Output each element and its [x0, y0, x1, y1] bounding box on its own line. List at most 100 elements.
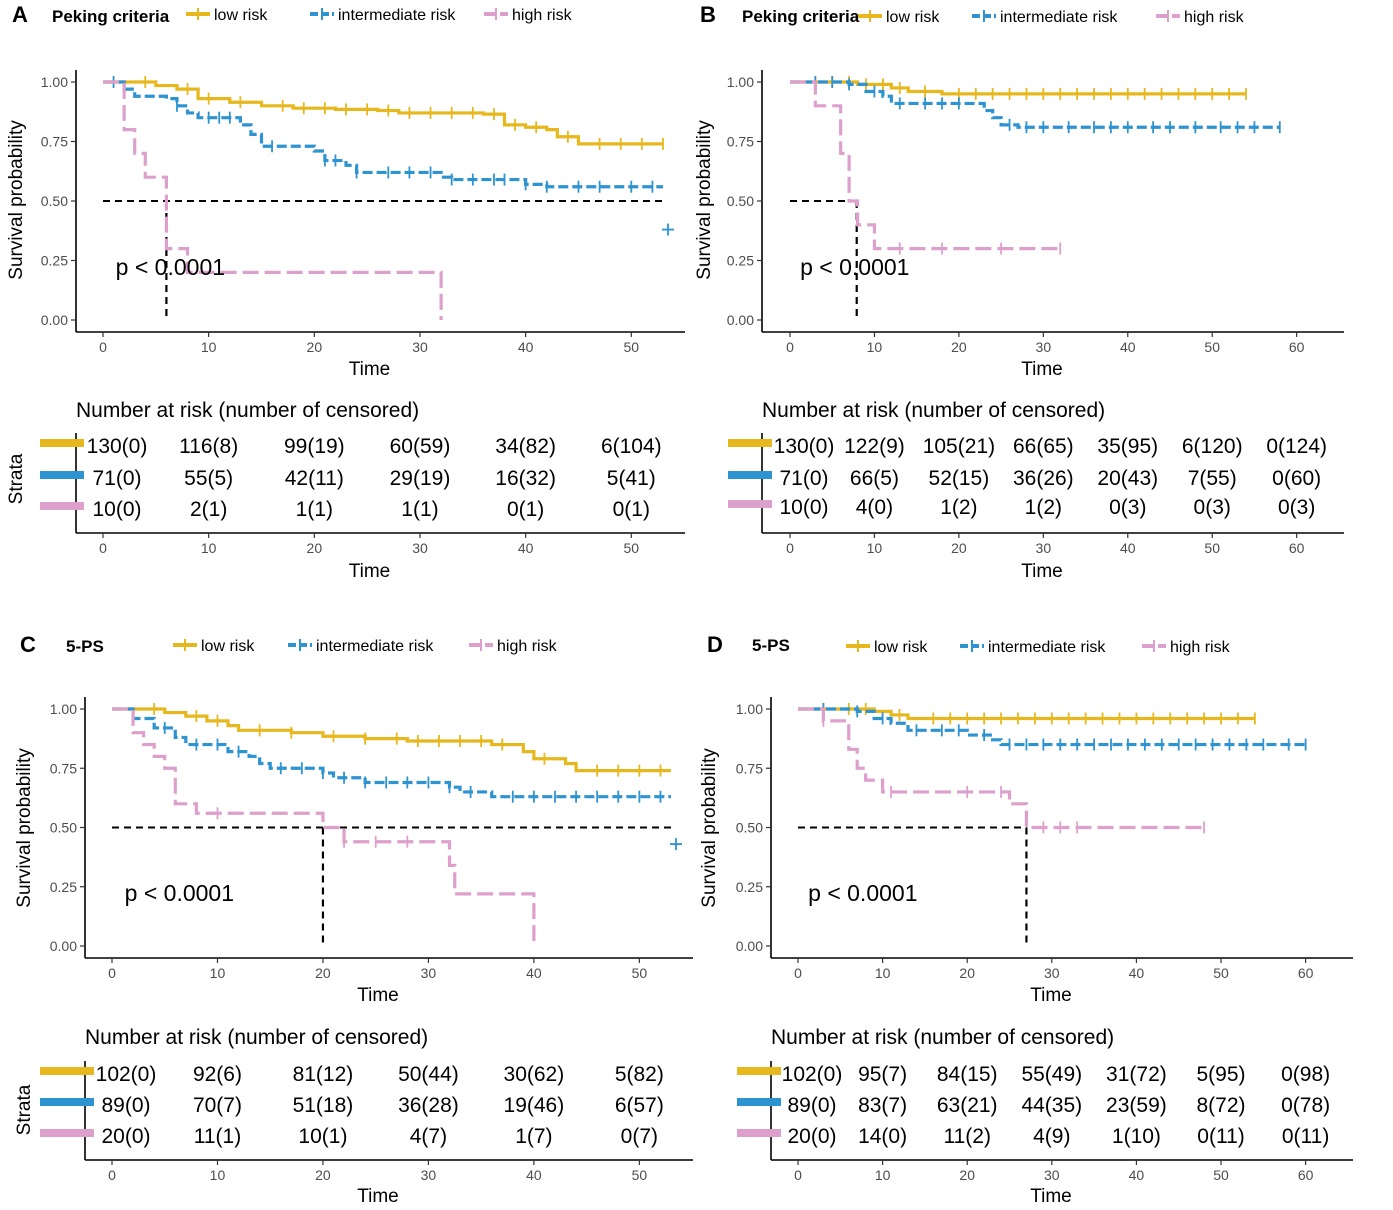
- y-tick-label: 0.25: [50, 879, 77, 895]
- risk-cell: 55(49): [1021, 1063, 1082, 1086]
- x-tick-label: 50: [1204, 339, 1220, 355]
- risk-x-tick-label: 50: [1213, 1167, 1229, 1183]
- x-tick-label: 0: [108, 965, 116, 981]
- risk-table-title: Number at risk (number of censored): [85, 1026, 428, 1049]
- risk-x-tick-label: 60: [1298, 1167, 1314, 1183]
- p-value-label: p < 0.0001: [808, 880, 917, 906]
- risk-cell: 66(5): [850, 467, 899, 490]
- legend-label-intermediate: intermediate risk: [316, 638, 434, 655]
- risk-x-tick-label: 30: [412, 540, 428, 556]
- legend-label-intermediate: intermediate risk: [988, 639, 1106, 656]
- risk-cell: 19(46): [504, 1094, 565, 1117]
- x-tick-label: 10: [875, 965, 891, 981]
- x-tick-label: 40: [1129, 965, 1145, 981]
- survival-curve-intermediate: [103, 80, 663, 189]
- risk-cell: 71(0): [779, 467, 828, 490]
- risk-cell: 102(0): [96, 1063, 157, 1086]
- risk-table-title: Number at risk (number of censored): [762, 399, 1105, 422]
- risk-cell: 4(9): [1033, 1125, 1070, 1148]
- panel-C: C 5-PS low risk intermediate risk high risk 0…: [14, 632, 693, 1207]
- risk-cell: 83(7): [858, 1094, 907, 1117]
- risk-cell: 16(32): [495, 467, 556, 490]
- legend-title: 5-PS: [752, 636, 790, 655]
- survival-curve-low: [798, 707, 1255, 721]
- risk-cell: 34(82): [495, 435, 556, 458]
- risk-x-axis-title: Time: [357, 1186, 399, 1207]
- y-tick-label: 0.50: [41, 193, 68, 209]
- x-axis-title: Time: [357, 985, 399, 1006]
- risk-cell: 1(10): [1112, 1125, 1161, 1148]
- x-tick-label: 60: [1289, 339, 1305, 355]
- risk-cell: 0(11): [1197, 1125, 1244, 1148]
- legend-label-low: low risk: [201, 638, 255, 655]
- risk-cell: 0(98): [1281, 1063, 1330, 1086]
- risk-cell: 6(57): [615, 1094, 664, 1117]
- survival-curve-low: [112, 707, 671, 773]
- risk-x-tick-label: 10: [867, 540, 883, 556]
- legend-label-high: high risk: [512, 7, 573, 24]
- risk-cell: 10(1): [298, 1125, 347, 1148]
- panel-D: D 5-PS low risk intermediate risk high risk 0…: [699, 632, 1353, 1207]
- x-tick-label: 20: [959, 965, 975, 981]
- x-tick-label: 10: [867, 339, 883, 355]
- x-axis-title: Time: [1021, 359, 1063, 380]
- p-value-label: p < 0.0001: [125, 880, 234, 906]
- risk-cell: 30(62): [504, 1063, 565, 1086]
- x-tick-label: 0: [99, 339, 107, 355]
- risk-cell: 20(43): [1097, 467, 1158, 490]
- risk-x-tick-label: 0: [108, 1167, 116, 1183]
- x-tick-label: 0: [794, 965, 802, 981]
- risk-cell: 5(95): [1197, 1063, 1246, 1086]
- strata-axis-label: Strata: [14, 1084, 35, 1135]
- risk-cell: 36(28): [398, 1094, 459, 1117]
- risk-x-tick-label: 30: [1044, 1167, 1060, 1183]
- y-tick-label: 0.25: [727, 253, 754, 269]
- y-tick-label: 0.75: [41, 134, 68, 150]
- legend-label-low: low risk: [886, 9, 940, 26]
- risk-cell: 71(0): [92, 467, 141, 490]
- risk-cell: 50(44): [398, 1063, 459, 1086]
- risk-cell: 5(41): [607, 467, 656, 490]
- survival-curve-intermediate: [112, 707, 671, 799]
- risk-cell: 130(0): [774, 435, 835, 458]
- risk-cell: 14(0): [858, 1125, 907, 1148]
- risk-cell: 1(2): [1025, 496, 1062, 519]
- y-tick-label: 1.00: [736, 701, 763, 717]
- y-tick-label: 0.25: [41, 253, 68, 269]
- risk-cell: 105(21): [923, 435, 995, 458]
- y-tick-label: 0.50: [50, 820, 77, 836]
- risk-cell: 0(1): [507, 498, 544, 521]
- survival-curve-high: [112, 707, 536, 946]
- risk-x-tick-label: 0: [794, 1167, 802, 1183]
- x-tick-label: 20: [315, 965, 331, 981]
- risk-cell: 10(0): [779, 496, 828, 519]
- risk-x-tick-label: 0: [99, 540, 107, 556]
- risk-cell: 42(11): [285, 467, 344, 490]
- risk-cell: 130(0): [87, 435, 148, 458]
- survival-curve-intermediate: [790, 80, 1280, 129]
- strata-axis-label: Strata: [6, 453, 27, 504]
- risk-cell: 7(55): [1188, 467, 1237, 490]
- panel-B: B Peking criteria low risk intermediate ris…: [694, 2, 1344, 582]
- x-tick-label: 30: [1044, 965, 1060, 981]
- risk-cell: 5(82): [615, 1063, 664, 1086]
- risk-x-tick-label: 20: [307, 540, 323, 556]
- risk-x-tick-label: 10: [201, 540, 217, 556]
- risk-cell: 0(3): [1194, 496, 1231, 519]
- risk-x-axis-title: Time: [1021, 561, 1063, 582]
- risk-cell: 8(72): [1197, 1094, 1246, 1117]
- risk-x-tick-label: 40: [526, 1167, 542, 1183]
- x-tick-label: 40: [1120, 339, 1136, 355]
- risk-cell: 1(1): [401, 498, 438, 521]
- p-value-label: p < 0.0001: [800, 254, 909, 280]
- survival-curve-low: [103, 80, 663, 146]
- y-axis-title: Survival probability: [14, 748, 35, 908]
- x-tick-label: 30: [412, 339, 428, 355]
- risk-cell: 0(3): [1278, 496, 1315, 519]
- risk-cell: 23(59): [1106, 1094, 1167, 1117]
- y-tick-label: 0.00: [736, 938, 763, 954]
- y-tick-label: 0.75: [50, 760, 77, 776]
- risk-cell: 29(19): [390, 467, 451, 490]
- survival-curve-high: [790, 80, 1061, 251]
